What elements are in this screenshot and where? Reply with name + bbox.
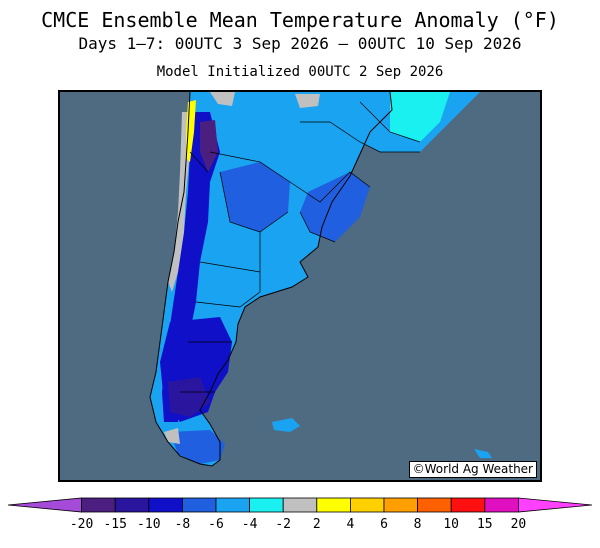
colorbar-swatch bbox=[7, 497, 82, 513]
colorbar-swatch bbox=[450, 497, 486, 513]
map-credit: ©World Ag Weather bbox=[408, 461, 537, 478]
colorbar-swatch bbox=[148, 497, 183, 513]
colorbar-swatch bbox=[417, 497, 452, 513]
cold-anomaly-core bbox=[200, 120, 218, 172]
colorbar-tick-label: -6 bbox=[208, 517, 224, 532]
map-canvas bbox=[149, 92, 492, 467]
colorbar-tick-label: 15 bbox=[477, 517, 493, 532]
colorbar-tick-label: 10 bbox=[443, 517, 459, 532]
colorbar-tick-label: 4 bbox=[346, 517, 354, 532]
colorbar-tick-label: 6 bbox=[380, 517, 388, 532]
colorbar-tick-label: 20 bbox=[511, 517, 527, 532]
colorbar-swatch bbox=[383, 497, 418, 513]
colorbar-tick-label: 2 bbox=[313, 517, 321, 532]
colorbar-swatch bbox=[518, 497, 593, 513]
colorbar-tick-label: 8 bbox=[414, 517, 422, 532]
colorbar-swatch bbox=[484, 497, 519, 513]
admin-borders bbox=[180, 101, 421, 393]
map-title: CMCE Ensemble Mean Temperature Anomaly (… bbox=[41, 8, 559, 32]
colorbar-swatch bbox=[316, 497, 351, 513]
colorbar-swatch bbox=[249, 497, 284, 513]
colorbar-tick-label: -15 bbox=[103, 517, 126, 532]
land-anomaly-shading bbox=[150, 92, 492, 466]
colorbar-swatch bbox=[114, 497, 150, 513]
falkland-islands bbox=[272, 418, 300, 432]
colorbar-tick-label: -2 bbox=[275, 517, 291, 532]
colorbar-swatch bbox=[349, 497, 385, 513]
colorbar-swatch bbox=[81, 497, 116, 513]
colorbar-tick-label: -8 bbox=[175, 517, 191, 532]
colorbar-tick-label: -10 bbox=[137, 517, 160, 532]
coastline bbox=[149, 92, 393, 467]
colorbar-swatch bbox=[215, 497, 250, 513]
colorbar-legend: -20 -15 -10 -8 -6 -4 -2 2 4 6 8 10 15 20 bbox=[7, 497, 593, 532]
anomaly-map: ©World Ag Weather bbox=[58, 90, 542, 482]
colorbar-tick-label: -4 bbox=[242, 517, 258, 532]
map-subtitle: Days 1–7: 00UTC 3 Sep 2026 – 00UTC 10 Se… bbox=[78, 34, 522, 53]
colorbar-swatch bbox=[181, 497, 217, 513]
model-init-label: Model Initialized 00UTC 2 Sep 2026 bbox=[156, 64, 444, 80]
colorbar-tick-label: -20 bbox=[70, 517, 93, 532]
colorbar-swatch bbox=[282, 497, 318, 513]
